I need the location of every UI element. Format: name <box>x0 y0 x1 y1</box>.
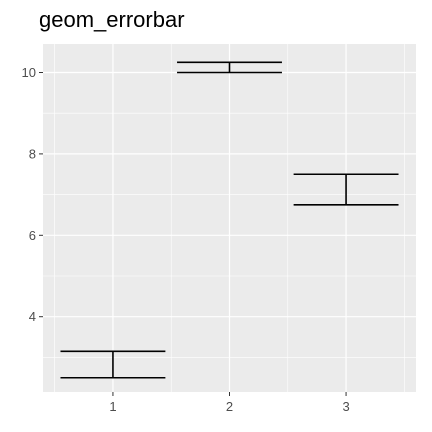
x-tick-label: 2 <box>226 399 233 414</box>
errorbar-3 <box>293 173 399 206</box>
errorbar-1 <box>60 350 166 379</box>
y-tick-label: 10 <box>22 65 36 80</box>
x-tick-label: 3 <box>342 399 349 414</box>
y-tick-label: 4 <box>29 309 36 324</box>
errorbar-2 <box>177 61 282 74</box>
chart-title: geom_errorbar <box>39 7 185 32</box>
x-tick-label: 1 <box>109 399 116 414</box>
y-tick-label: 8 <box>29 146 36 161</box>
y-tick-label: 6 <box>29 228 36 243</box>
